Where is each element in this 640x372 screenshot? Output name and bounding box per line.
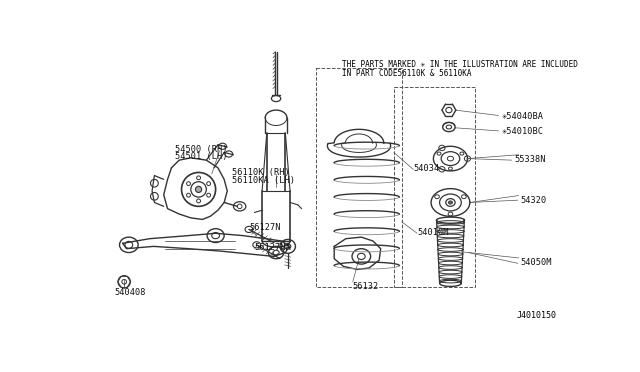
Text: J4010150: J4010150 xyxy=(516,311,557,320)
Text: ✳54040BA: ✳54040BA xyxy=(502,112,543,121)
Bar xyxy=(316,68,402,287)
Text: 56127N: 56127N xyxy=(249,223,280,232)
Text: 56110K (RH): 56110K (RH) xyxy=(232,168,290,177)
Text: 56132: 56132 xyxy=(353,282,379,291)
Bar xyxy=(394,87,476,287)
Text: ✳54010BC: ✳54010BC xyxy=(502,127,543,136)
Text: 56110KA (LH): 56110KA (LH) xyxy=(232,176,295,185)
Text: IN PART CODE56110K & 56110KA: IN PART CODE56110K & 56110KA xyxy=(342,68,472,77)
Text: 54034: 54034 xyxy=(413,164,440,173)
Text: 540408: 540408 xyxy=(114,288,146,297)
Text: 55338N: 55338N xyxy=(514,155,545,164)
Text: 54050M: 54050M xyxy=(520,258,552,267)
Text: 56127NA: 56127NA xyxy=(254,243,291,252)
Text: 54500 (RH): 54500 (RH) xyxy=(175,145,227,154)
Text: THE PARTS MARKED ✳ IN THE ILLUSTRATION ARE INCLUDED: THE PARTS MARKED ✳ IN THE ILLUSTRATION A… xyxy=(342,60,578,69)
Ellipse shape xyxy=(195,186,202,192)
Text: 54010M: 54010M xyxy=(417,228,449,237)
Text: 54320: 54320 xyxy=(520,196,547,205)
Text: 54501 (LH): 54501 (LH) xyxy=(175,153,227,161)
Ellipse shape xyxy=(449,201,452,204)
